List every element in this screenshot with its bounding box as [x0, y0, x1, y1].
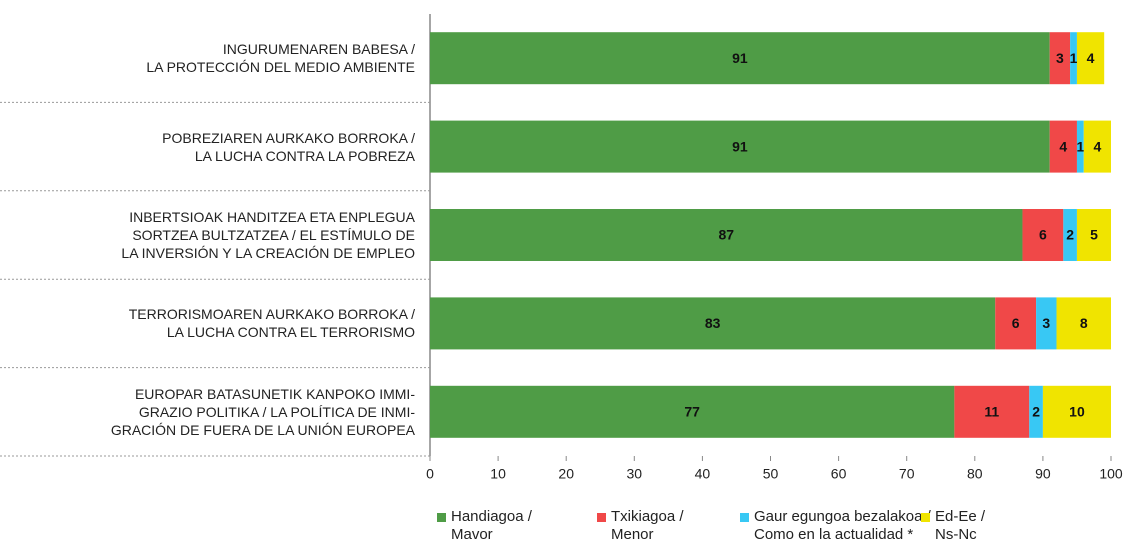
bar-segment: [1070, 32, 1077, 85]
data-label: 83: [705, 315, 721, 331]
x-tick-label: 60: [831, 466, 847, 482]
data-label: 4: [1059, 138, 1067, 154]
data-label: 4: [1087, 50, 1095, 66]
legend-swatch: [597, 513, 606, 522]
data-label: 2: [1032, 404, 1040, 420]
data-label: 4: [1093, 138, 1101, 154]
bar-segment: [1076, 209, 1111, 261]
legend-entry: Gaur egungoa bezalakoa / Como en la actu…: [740, 508, 931, 544]
data-label: 3: [1042, 315, 1050, 331]
x-tick-label: 0: [426, 466, 434, 482]
x-tick-label: 40: [695, 466, 711, 482]
x-tick-label: 50: [763, 466, 779, 482]
legend-swatch: [740, 513, 749, 522]
bar-segment: [1049, 120, 1077, 173]
x-tick-label: 10: [490, 466, 506, 482]
category-label: TERRORISMOAREN AURKAKO BORROKA / LA LUCH…: [128, 306, 415, 341]
bar-segment: [430, 32, 1050, 85]
data-label: 87: [718, 227, 734, 243]
bar-segment: [430, 297, 996, 350]
data-label: 91: [732, 50, 748, 66]
bar-segment: [1083, 120, 1111, 173]
bar-segment: [1029, 385, 1043, 438]
bar-segment: [1076, 32, 1105, 85]
legend-entry: Txikiagoa / Menor: [597, 508, 684, 544]
bar-segment: [1076, 120, 1084, 173]
data-label: 6: [1039, 227, 1047, 243]
data-label: 8: [1080, 315, 1088, 331]
bar-segment: [995, 297, 1037, 350]
data-label: 11: [984, 404, 999, 420]
x-tick-label: 90: [1035, 466, 1051, 482]
x-tick-label: 70: [899, 466, 915, 482]
data-label: 1: [1076, 138, 1084, 154]
bar-segment: [430, 209, 1023, 261]
bar-segment: [1063, 209, 1077, 261]
category-label: INGURUMENAREN BABESA / LA PROTECCIÓN DEL…: [146, 41, 415, 76]
bar-segment: [430, 120, 1050, 173]
data-label: 77: [684, 404, 700, 420]
x-tick-label: 30: [627, 466, 643, 482]
bar-segment: [1056, 297, 1111, 350]
data-label: 91: [732, 138, 748, 154]
x-tick-label: 20: [558, 466, 574, 482]
legend-swatch: [921, 513, 930, 522]
data-label: 2: [1066, 227, 1074, 243]
data-label: 10: [1069, 404, 1085, 420]
bar-segment: [430, 385, 955, 438]
data-label: 5: [1090, 227, 1098, 243]
legend-swatch: [437, 513, 446, 522]
category-label: POBREZIAREN AURKAKO BORROKA / LA LUCHA C…: [162, 129, 415, 164]
legend-entry: Ed-Ee / Ns-Nc: [921, 508, 985, 544]
bar-segment: [1042, 385, 1111, 438]
x-tick-label: 100: [1099, 466, 1123, 482]
bar-segment: [1022, 209, 1064, 261]
data-label: 3: [1056, 50, 1064, 66]
bar-segment: [1036, 297, 1057, 350]
data-label: 1: [1070, 50, 1078, 66]
category-label: INBERTSIOAK HANDITZEA ETA ENPLEGUA SORTZ…: [121, 209, 415, 261]
bar-segment: [954, 385, 1030, 438]
data-label: 6: [1012, 315, 1020, 331]
legend-entry: Handiagoa / Mavor: [437, 508, 532, 544]
x-tick-label: 80: [967, 466, 983, 482]
category-label: EUROPAR BATASUNETIK KANPOKO IMMI- GRAZIO…: [110, 385, 415, 438]
bar-segment: [1049, 32, 1071, 85]
